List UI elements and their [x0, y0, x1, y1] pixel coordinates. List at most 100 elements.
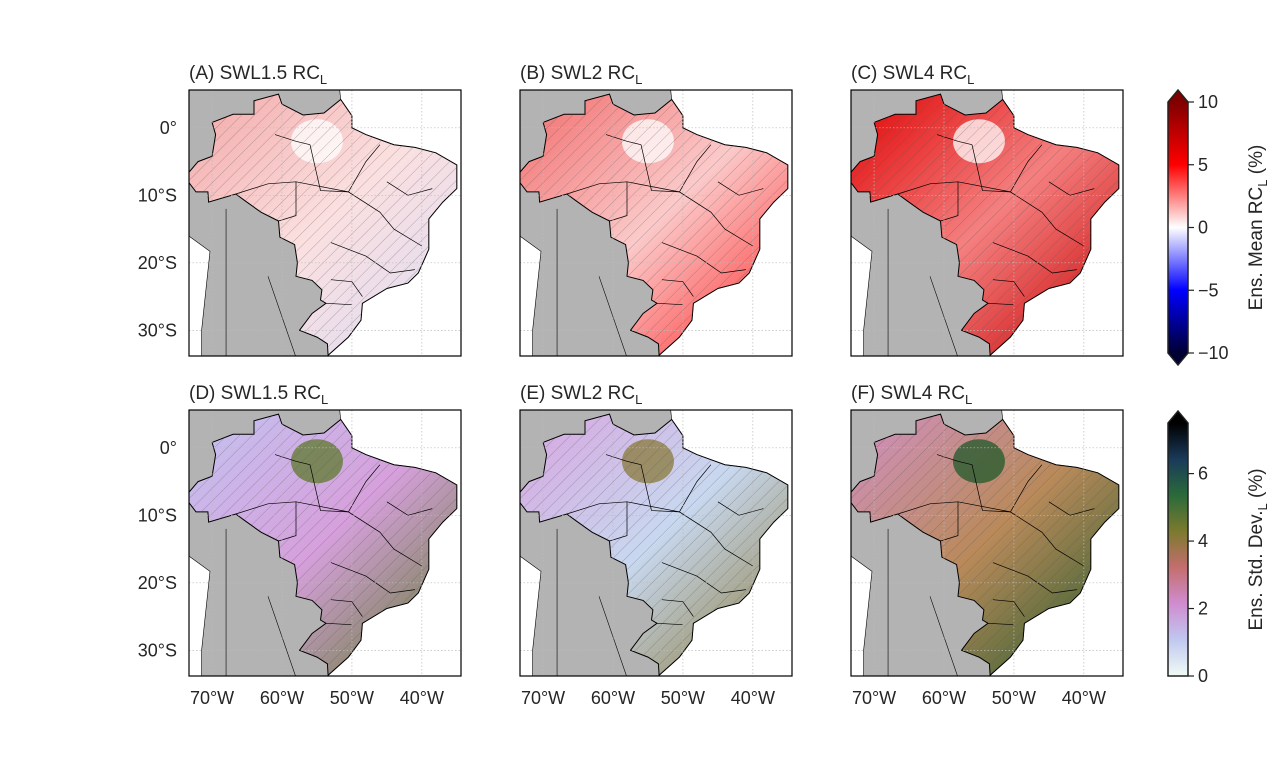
- panel-title: (E) SWL2 RCL: [520, 383, 642, 407]
- state-border: [940, 501, 959, 542]
- state-border: [235, 181, 349, 195]
- colorbar-extend-min: [1168, 353, 1188, 365]
- state-border: [278, 501, 297, 542]
- panel-title: (C) SWL4 RCL: [851, 63, 974, 87]
- lon-tick-label: 70°W: [521, 688, 565, 708]
- lat-tick-label: 10°S: [138, 185, 177, 205]
- state-border: [661, 279, 694, 297]
- colorbar-tick-label: −10: [1198, 343, 1229, 363]
- map-panel-E: (E) SWL2 RCL 70°W 60°W 50°W 40°W: [519, 383, 793, 708]
- state-border: [897, 501, 1011, 515]
- lon-tick-label: 40°W: [731, 688, 775, 708]
- lon-tick-label: 40°W: [400, 688, 444, 708]
- colorbar-tick-label: 5: [1198, 155, 1208, 175]
- state-border: [325, 302, 352, 306]
- state-border: [992, 242, 1077, 274]
- state-border: [717, 501, 764, 516]
- colorbar-gradient: [1168, 102, 1188, 353]
- lon-tick-label: 70°W: [190, 688, 234, 708]
- lon-tick-label: 50°W: [330, 688, 374, 708]
- state-border: [609, 501, 628, 542]
- state-border: [309, 144, 422, 247]
- state-border: [679, 464, 712, 513]
- lat-tick-label: 20°S: [138, 253, 177, 273]
- colorbar-tick-label: −5: [1198, 280, 1219, 300]
- state-border: [661, 242, 746, 274]
- state-border: [386, 501, 433, 516]
- state-border: [278, 181, 297, 222]
- colorbar-tick-label: 10: [1198, 92, 1218, 112]
- lon-tick-label: 60°W: [260, 688, 304, 708]
- axes-frame: [850, 89, 1124, 357]
- significance-hatching: [189, 94, 457, 356]
- axes-frame: [519, 89, 793, 357]
- map-panel-F: (F) SWL4 RCL 70°W 60°W 50°W 40°W: [850, 383, 1124, 708]
- lat-tick-label: 30°S: [138, 640, 177, 660]
- lon-tick-label: 50°W: [992, 688, 1036, 708]
- state-border: [679, 144, 712, 193]
- significance-hatching: [520, 94, 788, 356]
- state-border: [325, 622, 352, 626]
- map-panel-C: (C) SWL4 RCL: [850, 63, 1124, 357]
- colorbar-label: Ens. Std. Dev.L (%): [1246, 468, 1270, 630]
- state-border: [992, 562, 1077, 594]
- colorbar-extend-max: [1168, 90, 1188, 102]
- axes-frame: [188, 409, 462, 677]
- map-panel-B: (B) SWL2 RCL: [519, 63, 793, 357]
- state-border: [330, 562, 415, 594]
- state-border: [330, 599, 363, 617]
- map-panel-D: (D) SWL1.5 RCL 0° 10°S 20°S 30°S 70°W 60°W 50°W…: [138, 383, 462, 708]
- state-border: [656, 622, 683, 626]
- colorbar-tick-label: 0: [1198, 666, 1208, 686]
- state-border: [609, 181, 628, 222]
- state-border: [330, 242, 415, 274]
- state-border: [971, 144, 1084, 247]
- lon-tick-label: 50°W: [661, 688, 705, 708]
- map-panel-A: (A) SWL1.5 RCL 0° 10°S 20°S 30°S: [138, 63, 462, 357]
- colorbar-tick-label: 2: [1198, 599, 1208, 619]
- state-border: [992, 279, 1025, 297]
- lat-tick-label: 30°S: [138, 320, 177, 340]
- state-border: [897, 181, 1011, 195]
- state-border: [656, 302, 683, 306]
- state-border: [987, 302, 1014, 306]
- lat-tick-label: 0°: [160, 438, 177, 458]
- state-border: [348, 144, 381, 193]
- state-border: [330, 279, 363, 297]
- state-border: [309, 464, 422, 567]
- panel-title: (A) SWL1.5 RCL: [189, 63, 327, 87]
- significance-hatching: [520, 414, 788, 676]
- state-border: [566, 501, 680, 515]
- state-border: [566, 181, 680, 195]
- axes-frame: [188, 89, 462, 357]
- significance-hatching: [851, 94, 1119, 356]
- significance-hatching: [851, 414, 1119, 676]
- state-border: [661, 562, 746, 594]
- state-border: [940, 181, 959, 222]
- colorbar-label: Ens. Mean RCL (%): [1246, 145, 1270, 311]
- state-border: [640, 464, 753, 567]
- state-border: [971, 464, 1084, 567]
- state-border: [661, 599, 694, 617]
- panel-title: (D) SWL1.5 RCL: [189, 383, 328, 407]
- state-border: [348, 464, 381, 513]
- lat-tick-label: 20°S: [138, 573, 177, 593]
- state-border: [1010, 464, 1043, 513]
- colorbar-tick-label: 4: [1198, 531, 1208, 551]
- colorbar-gradient: [1168, 423, 1188, 676]
- colorbar-stddev: 6 4 2 0 Ens. Std. Dev.L (%): [1167, 409, 1270, 686]
- lon-tick-label: 60°W: [922, 688, 966, 708]
- state-border: [640, 144, 753, 247]
- colorbar-tick-label: 0: [1198, 218, 1208, 238]
- colorbar-tick-label: 6: [1198, 464, 1208, 484]
- lon-tick-label: 60°W: [591, 688, 635, 708]
- state-border: [1048, 181, 1095, 196]
- lon-tick-label: 70°W: [852, 688, 896, 708]
- axes-frame: [519, 409, 793, 677]
- lat-tick-label: 10°S: [138, 505, 177, 525]
- state-border: [235, 501, 349, 515]
- lat-tick-label: 0°: [160, 118, 177, 138]
- state-border: [386, 181, 433, 196]
- state-border: [1048, 501, 1095, 516]
